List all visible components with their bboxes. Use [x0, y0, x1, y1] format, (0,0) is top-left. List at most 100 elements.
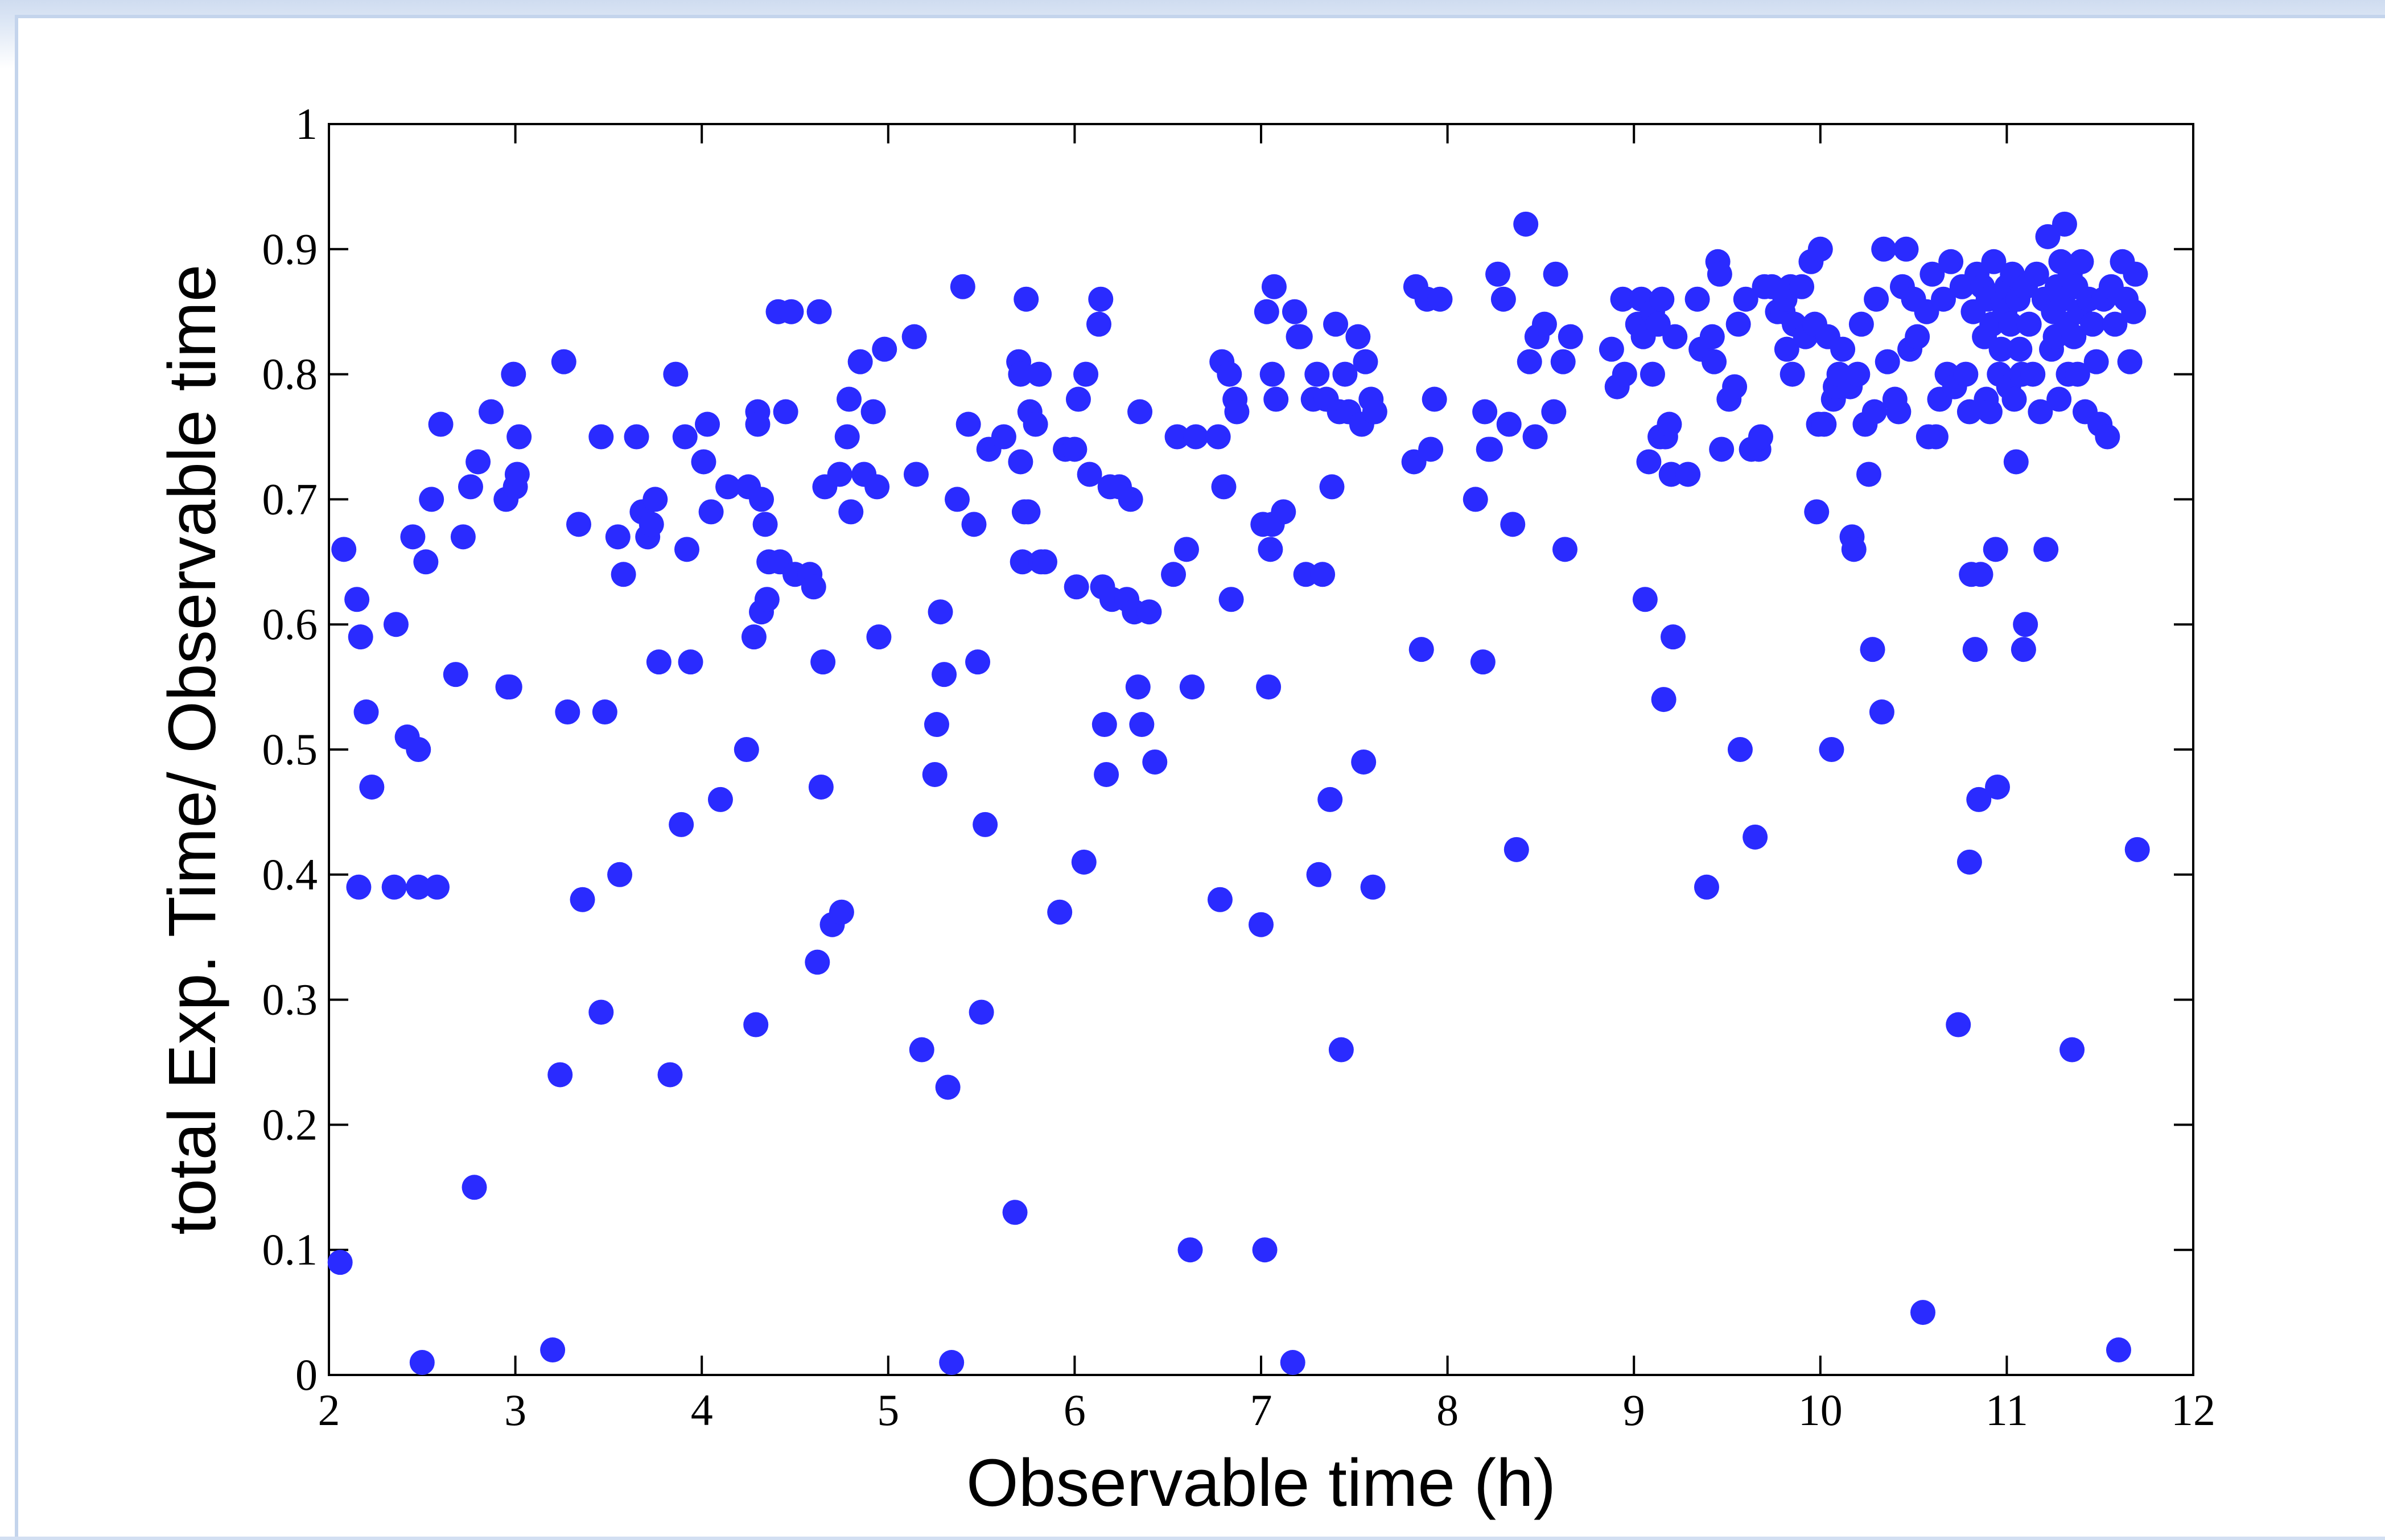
x-tick-label: 9 [1623, 1385, 1645, 1435]
data-point [1306, 862, 1332, 887]
data-point [611, 562, 636, 587]
data-point [346, 874, 372, 900]
data-point [2061, 324, 2087, 349]
data-point [1733, 286, 1758, 312]
data-point [2059, 1037, 2085, 1063]
data-point [1470, 649, 1496, 675]
y-tick-label: 0.3 [262, 975, 318, 1024]
data-point [1086, 311, 1111, 337]
data-point [745, 411, 771, 437]
data-point [1956, 849, 1982, 875]
data-point [1317, 787, 1343, 812]
data-point [1662, 324, 1688, 349]
data-point [734, 737, 759, 762]
data-point [624, 424, 649, 450]
data-point [458, 474, 483, 500]
data-point [2033, 537, 2059, 562]
data-point [1118, 487, 1143, 512]
data-point [1871, 236, 1897, 262]
data-point [1985, 774, 2011, 800]
data-point [678, 649, 703, 675]
data-point [2121, 299, 2147, 324]
data-point [903, 462, 929, 487]
data-point [1205, 424, 1231, 450]
data-point [646, 649, 672, 675]
data-point [901, 324, 927, 349]
data-point [1946, 1012, 1971, 1037]
data-point [1249, 912, 1274, 937]
data-point [1725, 311, 1751, 337]
data-point [1094, 761, 1119, 787]
data-point [1722, 374, 1748, 400]
data-point [466, 449, 491, 475]
data-point [1472, 399, 1498, 425]
data-point [808, 774, 834, 800]
data-point [1910, 1300, 1935, 1325]
data-point [1256, 674, 1282, 700]
data-point [1856, 462, 1881, 487]
data-point [1161, 562, 1187, 587]
data-point [991, 424, 1016, 450]
data-point [1504, 837, 1529, 862]
data-point [1323, 311, 1349, 337]
data-point [829, 899, 854, 925]
data-point [1819, 737, 1844, 762]
data-point [1841, 537, 1867, 562]
data-point [961, 512, 987, 537]
data-point [1261, 274, 1287, 299]
data-point [1427, 286, 1453, 312]
data-point [1422, 386, 1447, 412]
data-point [866, 624, 892, 650]
data-point [691, 449, 716, 475]
data-point [1047, 899, 1073, 925]
data-point [1002, 1200, 1028, 1225]
data-point [1064, 574, 1089, 600]
data-point [1091, 712, 1117, 738]
data-point [1136, 599, 1162, 625]
data-point [1408, 637, 1434, 662]
data-point [928, 599, 953, 625]
data-point [1743, 824, 1768, 850]
data-point [1968, 562, 1993, 587]
data-point [909, 1037, 934, 1063]
data-point [674, 537, 699, 562]
x-tick-label: 8 [1436, 1385, 1459, 1435]
data-point [1023, 411, 1048, 437]
data-point [1224, 399, 1250, 425]
x-tick-label: 5 [877, 1385, 899, 1435]
data-point [1183, 424, 1209, 450]
data-point [1008, 361, 1033, 387]
scatter-plot: 2 3 4 5 6 7 8 9 10 11 12 0 0.1 0.2 0.3 0.4 0.5 0.6 0.7 0.8… [155, 99, 2216, 1521]
data-point [1774, 336, 1799, 362]
data-point [1522, 424, 1548, 450]
data-point [2123, 261, 2148, 287]
y-tick-label: 0 [295, 1350, 318, 1399]
data-point [1360, 874, 1386, 900]
data-point [945, 487, 970, 512]
data-point [1864, 286, 1889, 312]
data-point [2083, 349, 2109, 374]
data-point [872, 336, 897, 362]
data-point [501, 361, 526, 387]
data-point [860, 399, 886, 425]
data-point [1418, 437, 1444, 462]
data-point [1938, 249, 1964, 274]
data-point [1651, 687, 1676, 713]
data-point [2020, 361, 2046, 387]
data-point [547, 1062, 573, 1088]
data-point [1699, 324, 1725, 349]
data-point [939, 1350, 965, 1376]
data-point [2024, 261, 2049, 287]
data-point [2013, 612, 2038, 637]
data-point [1875, 349, 1900, 374]
data-point [965, 649, 991, 675]
data-point [1258, 537, 1283, 562]
data-point [353, 699, 379, 725]
data-point [406, 874, 431, 900]
data-point [1869, 699, 1894, 725]
data-point [1983, 537, 2008, 562]
data-point [1062, 437, 1088, 462]
data-points [327, 211, 2150, 1376]
x-tick-labels: 2 3 4 5 6 7 8 9 10 11 12 [318, 1385, 2216, 1435]
data-point [588, 999, 614, 1025]
